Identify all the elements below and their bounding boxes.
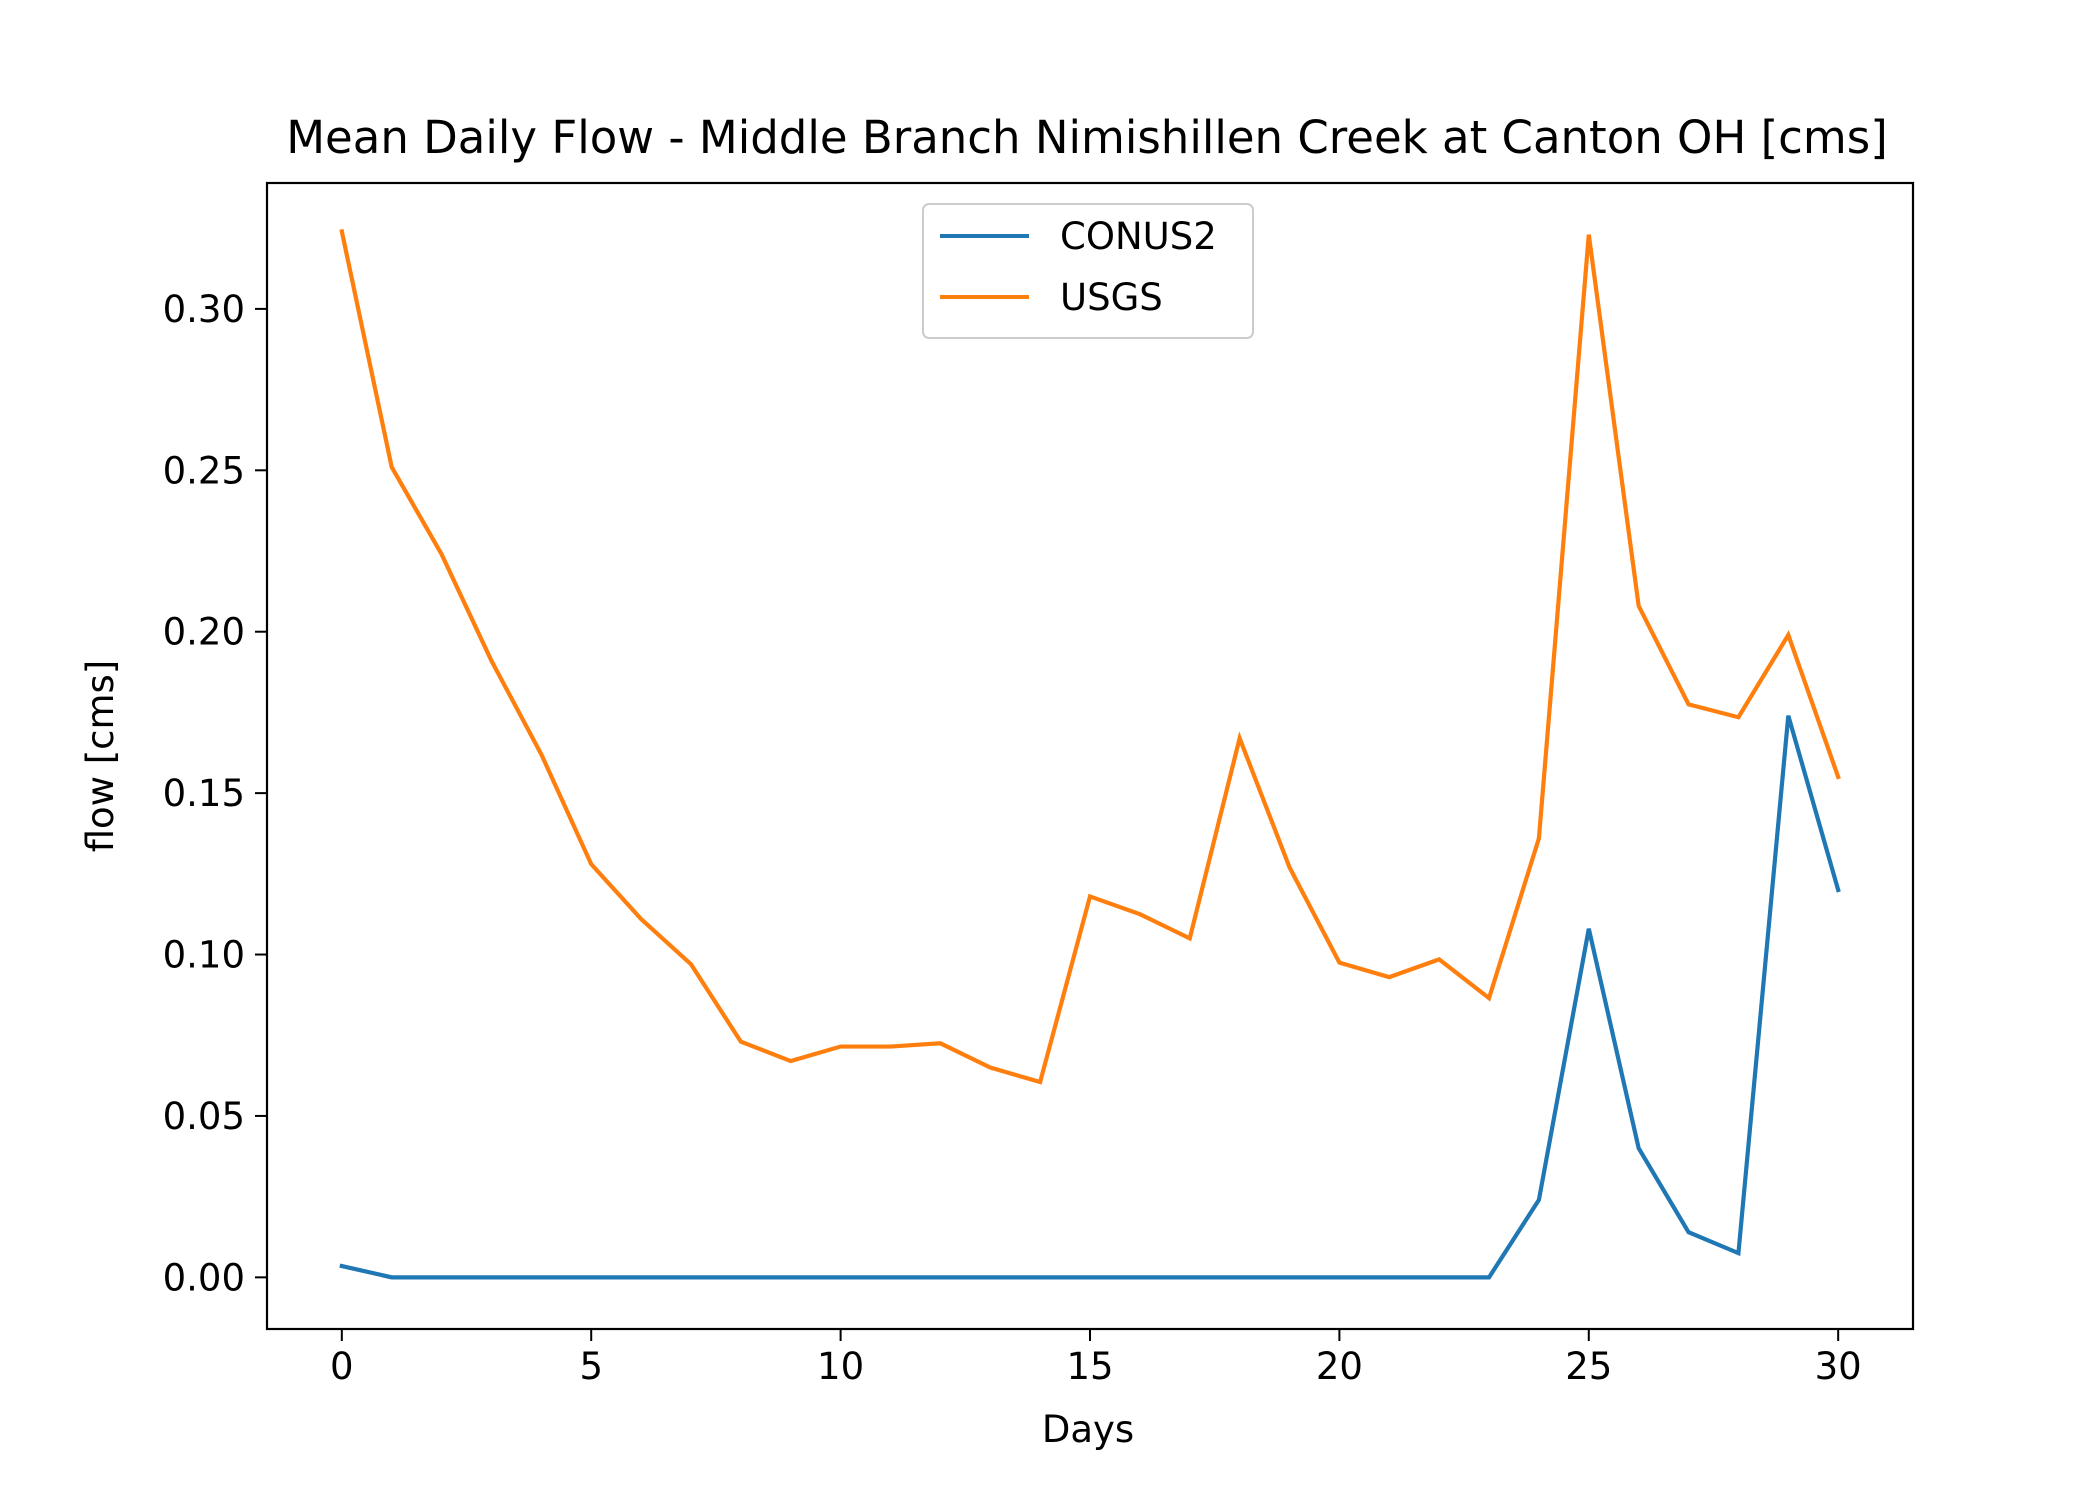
x-axis: 0 5 10 15 20 25 30 [330,1329,1862,1388]
legend: CONUS2 USGS [922,203,1254,339]
x-tick-label: 30 [1815,1345,1862,1388]
x-axis-label: Days [1042,1408,1134,1451]
y-axis: 0.00 0.05 0.10 0.15 0.20 0.25 0.30 [163,288,267,1299]
x-tick-label: 25 [1565,1345,1612,1388]
y-axis-label: flow [cms] [79,660,122,853]
y-tick-label: 0.15 [163,772,245,815]
legend-label-conus2: CONUS2 [1060,215,1217,258]
legend-label-usgs: USGS [1060,276,1163,319]
x-tick-label: 20 [1316,1345,1363,1388]
y-tick-label: 0.25 [163,449,245,492]
series-line-usgs [339,228,1841,1085]
x-tick-label: 15 [1066,1345,1113,1388]
y-tick-label: 0.10 [163,934,245,977]
x-tick-label: 0 [330,1345,354,1388]
y-tick-label: 0.05 [163,1095,245,1138]
x-tick-label: 10 [817,1345,864,1388]
y-tick-label: 0.20 [163,611,245,654]
series-line-conus2 [339,715,1841,1280]
series-layer [339,228,1841,1280]
y-tick-label: 0.00 [163,1256,245,1299]
chart-title: Mean Daily Flow - Middle Branch Nimishil… [286,111,1888,164]
y-tick-label: 0.30 [163,288,245,331]
x-tick-label: 5 [579,1345,603,1388]
